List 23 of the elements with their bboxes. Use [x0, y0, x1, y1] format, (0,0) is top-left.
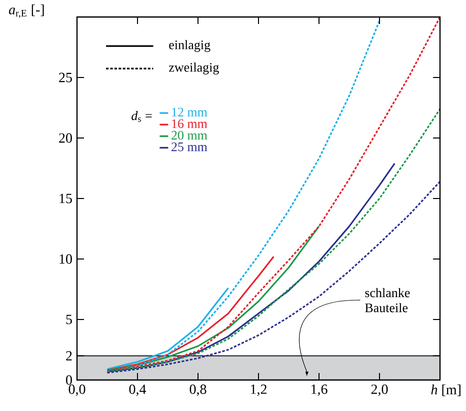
x-tick-label: 0,8	[190, 384, 206, 396]
x-tick-label: 2,0	[371, 384, 388, 396]
annotation: zweilagig	[169, 62, 219, 74]
y-tick-label: 15	[60, 194, 72, 204]
legend-title: d$_{s}$ =	[132, 111, 152, 122]
band-label: schlanke Bauteile	[365, 288, 410, 312]
y-tick-label: 2	[66, 351, 72, 360]
y-tick-label: 0	[66, 375, 72, 385]
x-tick-label: 0,4	[129, 384, 146, 396]
annotation: einlagig	[169, 40, 210, 52]
y-tick-label: 10	[60, 254, 72, 264]
legend-label: 25 mm	[172, 142, 208, 152]
y-tick-label: 5	[66, 314, 72, 324]
x-axis-title: h [m]	[431, 384, 460, 396]
y-tick-label: 25	[59, 72, 72, 82]
legend-label: 20 mm	[172, 130, 208, 140]
x-tick-label: 1,2	[250, 384, 266, 396]
y-tick-label: 20	[59, 133, 72, 143]
x-tick-label: 0,0	[68, 384, 86, 396]
legend-label: 12 mm	[172, 108, 208, 116]
x-tick-label: 1,6	[311, 384, 328, 396]
legend-label: 16 mm	[172, 119, 208, 128]
y-axis-title: a$_{r,E}$ [-]	[8, 4, 44, 18]
